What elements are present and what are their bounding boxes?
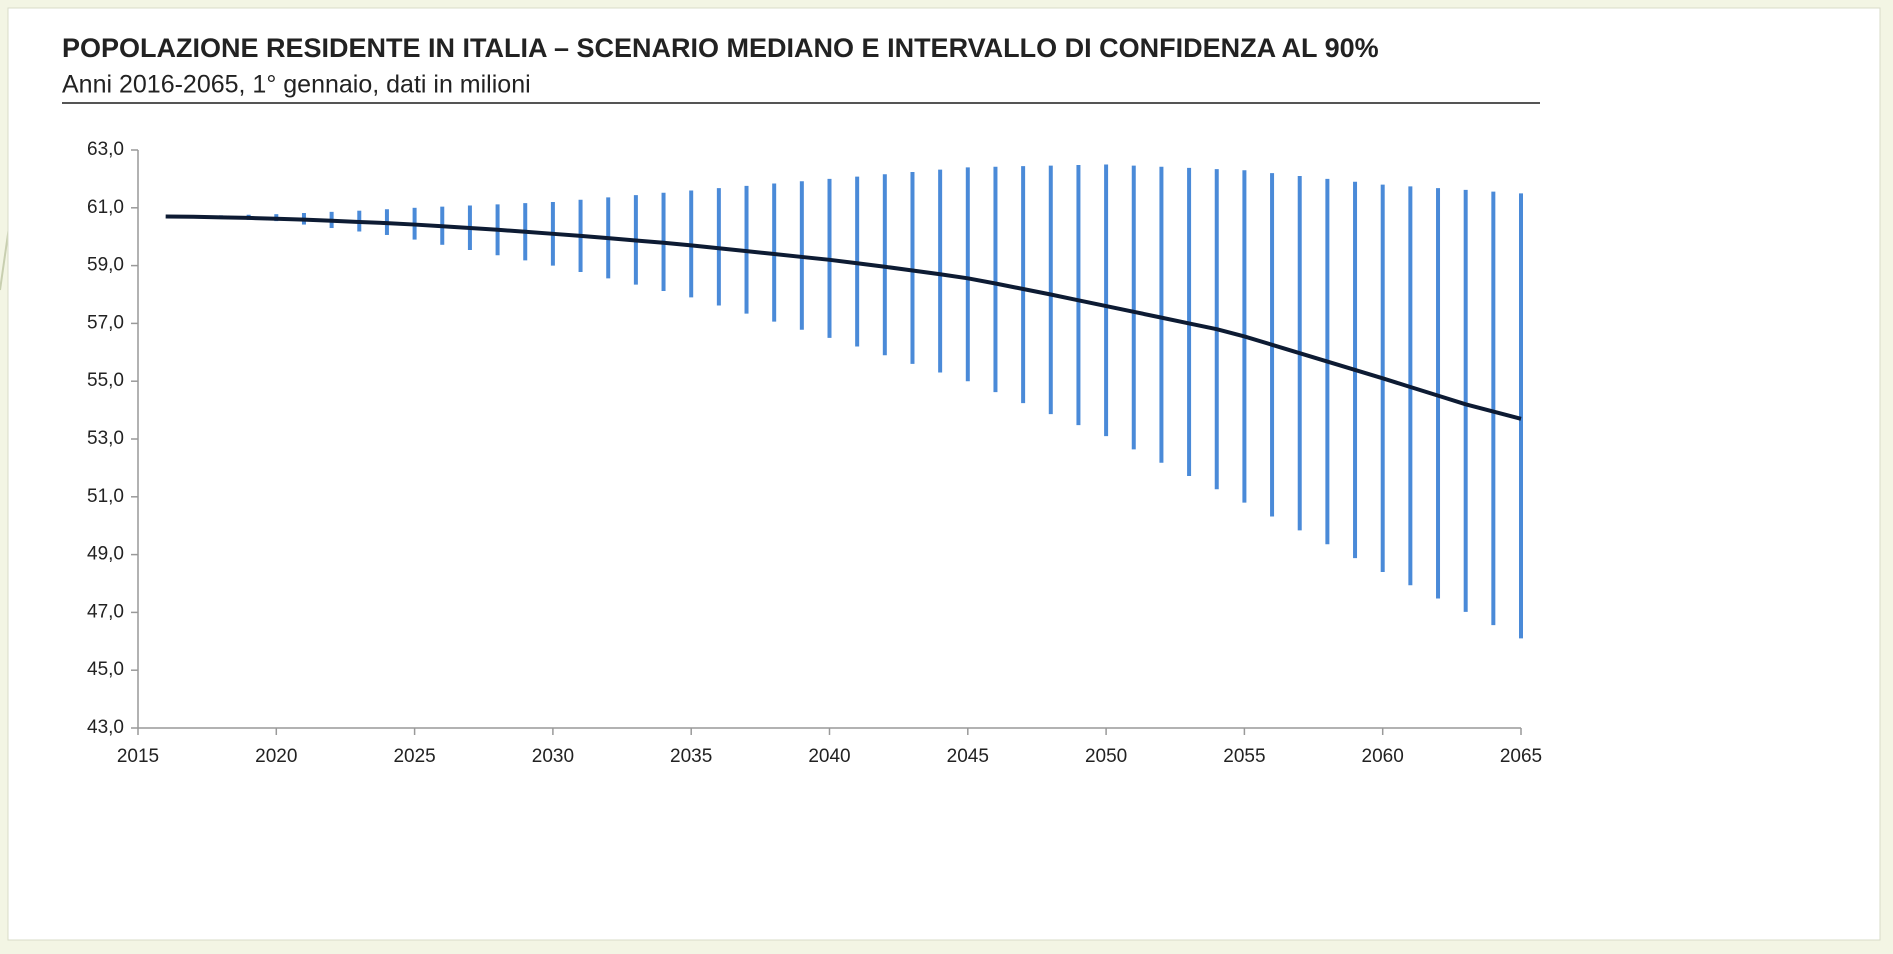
- x-tick-label: 2060: [1362, 746, 1404, 767]
- chart-title: POPOLAZIONE RESIDENTE IN ITALIA – SCENAR…: [62, 33, 1379, 63]
- y-tick-label: 43,0: [87, 717, 124, 738]
- y-tick-label: 53,0: [87, 428, 124, 449]
- x-tick-label: 2020: [255, 746, 297, 767]
- x-tick-label: 2045: [947, 746, 989, 767]
- y-tick-label: 59,0: [87, 255, 124, 276]
- x-tick-label: 2030: [532, 746, 574, 767]
- y-tick-label: 63,0: [87, 139, 124, 160]
- y-tick-label: 51,0: [87, 486, 124, 507]
- x-tick-label: 2015: [117, 746, 159, 767]
- y-tick-label: 49,0: [87, 544, 124, 565]
- x-tick-label: 2025: [393, 746, 435, 767]
- x-tick-label: 2035: [670, 746, 712, 767]
- median-line: [165, 214, 1522, 421]
- y-tick-label: 45,0: [87, 659, 124, 680]
- chart-frame: [7, 7, 1881, 941]
- x-tick-label: 2065: [1500, 746, 1542, 767]
- x-tick-label: 2040: [808, 746, 850, 767]
- chart-subtitle: Anni 2016-2065, 1° gennaio, dati in mili…: [62, 71, 531, 99]
- x-tick-label: 2055: [1223, 746, 1265, 767]
- y-tick-label: 47,0: [87, 601, 124, 622]
- x-tick-label: 2050: [1085, 746, 1127, 767]
- y-tick-label: 57,0: [87, 312, 124, 333]
- y-tick-label: 61,0: [87, 197, 124, 218]
- y-tick-label: 55,0: [87, 370, 124, 391]
